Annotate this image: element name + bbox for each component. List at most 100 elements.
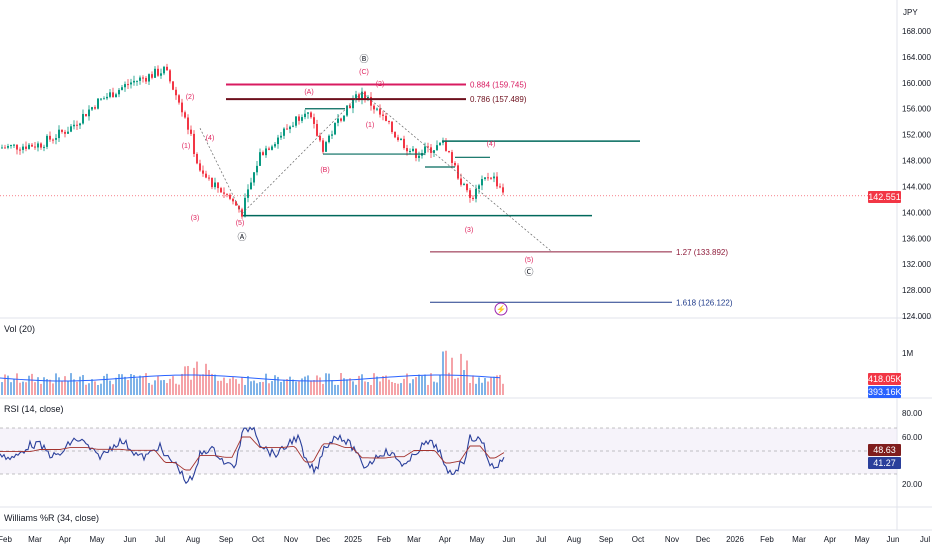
event-marker-glyph: ⚡ (496, 304, 506, 314)
candle-body (247, 189, 249, 198)
wave-label: (A) (304, 89, 313, 96)
volume-bar (190, 379, 192, 395)
candle-body (337, 118, 339, 123)
volume-bar (208, 369, 210, 395)
volume-bar (319, 377, 321, 395)
volume-bar (484, 378, 486, 395)
volume-bar (394, 382, 396, 395)
candle-body (28, 144, 30, 149)
time-axis-label: Oct (632, 535, 645, 544)
trend-line (361, 92, 553, 253)
volume-bar (94, 381, 96, 395)
volume-bar (445, 350, 447, 395)
candle-body (220, 188, 222, 193)
candle-body (70, 126, 72, 132)
rsi-pane-title: RSI (14, close) (4, 404, 64, 414)
candle-body (406, 148, 408, 152)
candle-body (340, 118, 342, 121)
candle-body (229, 194, 231, 199)
candle-body (106, 96, 108, 99)
candle-body (271, 146, 273, 150)
candle-body (169, 70, 171, 82)
price-axis-label: 168.000 (902, 27, 931, 36)
volume-bar (493, 376, 495, 395)
time-axis-label: Nov (284, 535, 298, 544)
candle-body (262, 152, 264, 156)
candle-body (433, 150, 435, 153)
candle-body (1, 147, 3, 149)
candle-body (313, 117, 315, 124)
candle-body (256, 165, 258, 173)
volume-bar (73, 379, 75, 395)
time-axis-label: Mar (792, 535, 806, 544)
volume-bar (265, 373, 267, 395)
candle-body (409, 150, 411, 152)
candle-body (184, 112, 186, 118)
volume-bar (61, 380, 63, 395)
volume-bar (187, 365, 189, 395)
time-axis-label: 2026 (726, 535, 744, 544)
time-axis-label: Apr (59, 535, 72, 544)
time-axis-label: Jul (920, 535, 930, 544)
volume-bar (409, 383, 411, 395)
fib-level-label: 1.618 (126.122) (676, 298, 733, 307)
candle-body (223, 192, 225, 194)
candle-body (460, 178, 462, 185)
candle-body (448, 150, 450, 153)
candle-body (58, 129, 60, 139)
candle-body (196, 153, 198, 164)
candle-body (322, 140, 324, 152)
candle-body (193, 133, 195, 154)
candle-body (301, 117, 303, 121)
williams-pane-title: Williams %R (34, close) (4, 513, 100, 523)
volume-bar (31, 373, 33, 395)
volume-bar (268, 383, 270, 395)
time-axis-label: Nov (665, 535, 679, 544)
candle-body (163, 66, 165, 74)
volume-bar (382, 376, 384, 395)
candle-body (412, 148, 414, 151)
rsi-axis-label: 60.00 (902, 433, 923, 442)
volume-bar (424, 374, 426, 395)
candle-body (124, 84, 126, 88)
candle-body (502, 187, 504, 193)
volume-bar (418, 374, 420, 395)
candle-body (424, 146, 426, 154)
rsi-axis-label: 80.00 (902, 409, 923, 418)
volume-bar (361, 374, 363, 395)
candle-body (202, 170, 204, 174)
candle-body (286, 128, 288, 130)
last-price-tag: 142.551 (868, 191, 901, 203)
candle-body (190, 129, 192, 134)
volume-bar (460, 353, 462, 395)
volume-bar (442, 351, 444, 395)
volume-bar (217, 380, 219, 395)
candle-body (76, 124, 78, 126)
candle-body (118, 89, 120, 95)
volume-bar (367, 382, 369, 395)
volume-bar (220, 380, 222, 395)
volume-bar (211, 373, 213, 395)
candle-body (154, 68, 156, 78)
volume-bar (70, 373, 72, 395)
candle-body (25, 146, 27, 149)
volume-bar (334, 384, 336, 395)
candle-body (34, 146, 36, 148)
candle-body (43, 146, 45, 148)
volume-bar (115, 377, 117, 395)
candle-body (349, 105, 351, 109)
volume-bar (496, 375, 498, 395)
volume-bar (64, 376, 66, 395)
candle-body (187, 117, 189, 130)
wave-label: Ⓑ (359, 54, 368, 64)
price-axis-label: 144.000 (902, 182, 931, 191)
candle-body (226, 193, 228, 195)
candle-body (211, 177, 213, 188)
candle-body (343, 115, 345, 121)
candle-body (253, 172, 255, 183)
volume-bar (439, 374, 441, 395)
volume-bar (106, 373, 108, 395)
volume-bar (490, 377, 492, 395)
